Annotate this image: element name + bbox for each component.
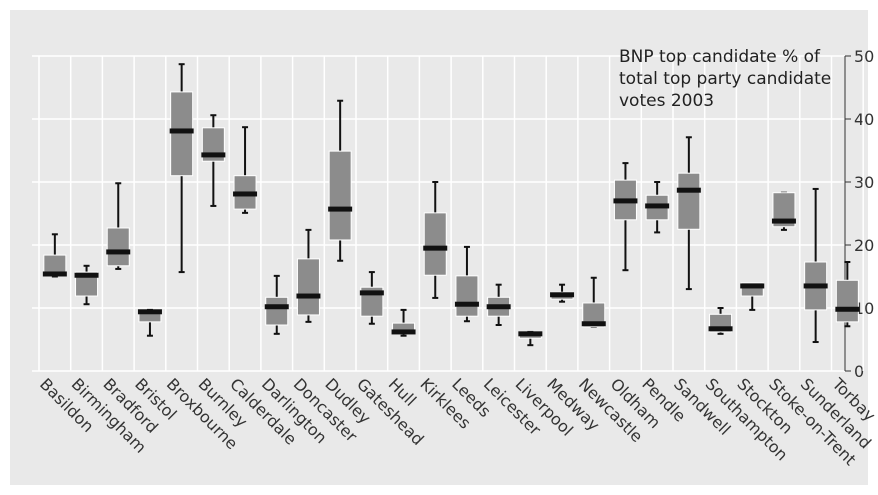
median bbox=[581, 321, 606, 327]
y-tick-label: 10 bbox=[854, 299, 874, 318]
box bbox=[265, 296, 289, 326]
median bbox=[137, 309, 162, 315]
median bbox=[740, 283, 765, 289]
box bbox=[328, 150, 352, 241]
median bbox=[518, 331, 543, 337]
median bbox=[423, 245, 448, 251]
median bbox=[296, 293, 321, 299]
median bbox=[454, 301, 479, 307]
median bbox=[359, 290, 384, 296]
y-tick-label: 50 bbox=[854, 47, 874, 66]
box bbox=[772, 192, 796, 228]
y-tick-label: 30 bbox=[854, 173, 874, 192]
median bbox=[233, 191, 258, 197]
median bbox=[264, 304, 289, 310]
box bbox=[835, 279, 859, 323]
median bbox=[676, 187, 701, 193]
box bbox=[677, 172, 701, 230]
median bbox=[106, 249, 131, 255]
box bbox=[455, 275, 479, 317]
median bbox=[42, 271, 67, 277]
median bbox=[645, 203, 670, 209]
box bbox=[423, 212, 447, 276]
median bbox=[201, 152, 226, 158]
median bbox=[771, 218, 796, 224]
box bbox=[296, 258, 320, 316]
median bbox=[708, 326, 733, 332]
y-tick-label: 0 bbox=[854, 362, 864, 381]
box bbox=[106, 227, 130, 267]
median bbox=[74, 272, 99, 278]
median bbox=[169, 128, 194, 134]
chart-title: BNP top candidate % of total top party c… bbox=[619, 47, 832, 111]
box bbox=[582, 302, 606, 328]
median bbox=[391, 329, 416, 335]
median bbox=[328, 206, 353, 212]
median bbox=[613, 198, 638, 204]
median bbox=[486, 304, 511, 310]
y-tick-label: 40 bbox=[854, 110, 874, 129]
box bbox=[75, 271, 99, 297]
y-tick-label: 20 bbox=[854, 236, 874, 255]
median bbox=[803, 283, 828, 289]
median bbox=[550, 292, 575, 298]
median bbox=[835, 306, 860, 312]
box bbox=[170, 91, 194, 177]
